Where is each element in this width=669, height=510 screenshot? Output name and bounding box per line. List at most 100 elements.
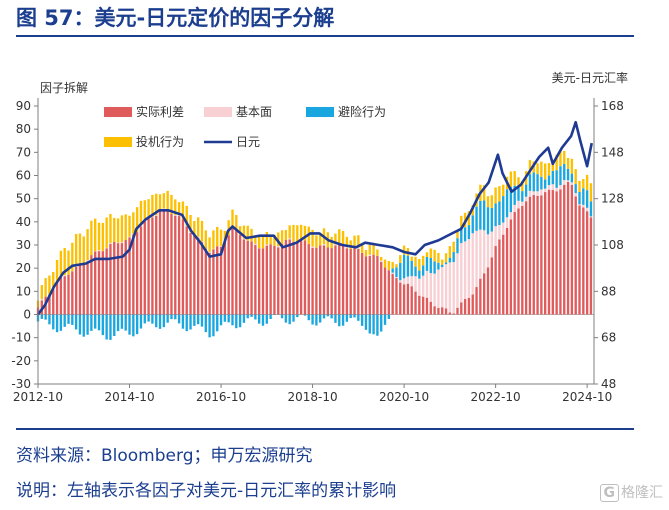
- bar-spec: [132, 212, 135, 234]
- bar-safe: [353, 314, 356, 318]
- watermark: G 格隆汇: [599, 482, 663, 502]
- bar-rate: [71, 271, 74, 315]
- bar-spec: [402, 245, 406, 255]
- legend-swatch: [104, 137, 132, 147]
- bar-spec: [162, 193, 166, 209]
- bar-rate: [429, 301, 432, 315]
- bar-safe: [338, 314, 341, 327]
- bar-rate: [82, 264, 85, 315]
- bar-spec: [74, 233, 78, 266]
- bar-rate: [536, 195, 539, 315]
- bar-safe: [380, 314, 383, 332]
- bar-safe: [101, 314, 105, 336]
- bar-spec: [246, 225, 249, 241]
- bar-spec: [196, 217, 200, 237]
- bar-spec: [166, 190, 169, 210]
- bar-rate: [471, 294, 474, 315]
- bar-fund: [345, 246, 349, 249]
- bar-rate: [116, 243, 120, 315]
- bar-safe: [448, 257, 452, 263]
- bar-rate: [273, 245, 276, 315]
- left-tick-label: -10: [11, 331, 31, 345]
- bar-rate: [490, 257, 493, 315]
- bar-rate: [364, 256, 368, 315]
- bar-rate: [559, 189, 562, 315]
- bar-rate: [319, 245, 322, 315]
- bar-spec: [185, 205, 188, 226]
- x-tick-label: 2014-10: [104, 390, 154, 404]
- bar-spec: [67, 250, 70, 275]
- bar-safe: [349, 314, 352, 319]
- bar-safe: [563, 163, 566, 181]
- bar-rate: [456, 307, 459, 315]
- bar-safe: [475, 206, 478, 231]
- bar-spec: [540, 161, 543, 177]
- bar-fund: [498, 224, 501, 240]
- bar-fund: [448, 262, 452, 313]
- bar-rate: [261, 248, 265, 315]
- bar-safe: [223, 314, 227, 322]
- left-tick-label: 10: [16, 284, 31, 298]
- bar-fund: [460, 243, 463, 303]
- bar-rate: [181, 219, 185, 315]
- bar-spec: [456, 231, 459, 239]
- bar-safe: [433, 261, 436, 274]
- bar-safe: [494, 203, 497, 227]
- bar-rate: [421, 296, 425, 315]
- bar-spec: [582, 179, 585, 189]
- bar-fund: [380, 260, 383, 262]
- bar-fund: [544, 188, 547, 193]
- bar-rate: [540, 195, 543, 315]
- bar-rate: [334, 245, 337, 315]
- bar-safe: [437, 262, 440, 270]
- legend-label: 实际利差: [136, 104, 184, 119]
- bar-fund: [444, 264, 448, 309]
- bar-safe: [406, 255, 410, 277]
- bar-fund: [311, 246, 314, 248]
- bar-rate: [551, 190, 554, 315]
- bar-spec: [299, 224, 303, 239]
- bar-spec: [181, 201, 185, 220]
- bar-fund: [433, 273, 436, 307]
- bar-fund: [463, 241, 467, 300]
- bar-spec: [219, 229, 223, 246]
- bar-spec: [139, 200, 143, 226]
- bar-rate: [193, 235, 196, 315]
- bar-spec: [55, 260, 59, 283]
- bar-spec: [158, 194, 162, 212]
- bar-fund: [265, 244, 268, 246]
- bar-spec: [429, 248, 432, 258]
- bar-safe: [181, 314, 185, 329]
- bar-safe: [94, 314, 97, 329]
- bar-safe: [585, 190, 589, 208]
- bar-spec: [59, 250, 63, 278]
- bar-spec: [189, 214, 192, 233]
- bar-fund: [524, 196, 528, 202]
- bar-rate: [216, 246, 219, 315]
- bar-safe: [55, 314, 59, 333]
- bar-spec: [536, 163, 539, 175]
- bar-rate: [368, 256, 371, 315]
- bar-rate: [67, 274, 70, 315]
- bar-spec: [143, 200, 146, 221]
- bar-fund: [406, 276, 410, 284]
- bar-safe: [246, 314, 249, 319]
- bar-rate: [326, 247, 330, 315]
- bar-safe: [97, 314, 101, 331]
- bar-rate: [265, 245, 268, 315]
- bar-spec: [341, 231, 345, 245]
- bar-fund: [509, 212, 513, 220]
- right-tick-label: 48: [601, 377, 616, 391]
- right-tick-label: 148: [601, 145, 624, 159]
- bar-safe: [296, 314, 299, 318]
- bar-safe: [254, 314, 257, 320]
- bar-spec: [338, 229, 341, 244]
- bar-fund: [582, 204, 585, 208]
- bar-spec: [578, 180, 581, 193]
- bar-fund: [452, 262, 455, 314]
- bar-fund: [177, 215, 181, 217]
- bar-fund: [219, 245, 223, 247]
- bar-safe: [307, 314, 310, 321]
- stacked-factor-chart: 90 80 70 60 50 40 30 20 10 0 -10 -20 -30 168 148 128 108…: [11, 70, 628, 404]
- bar-spec: [303, 225, 307, 241]
